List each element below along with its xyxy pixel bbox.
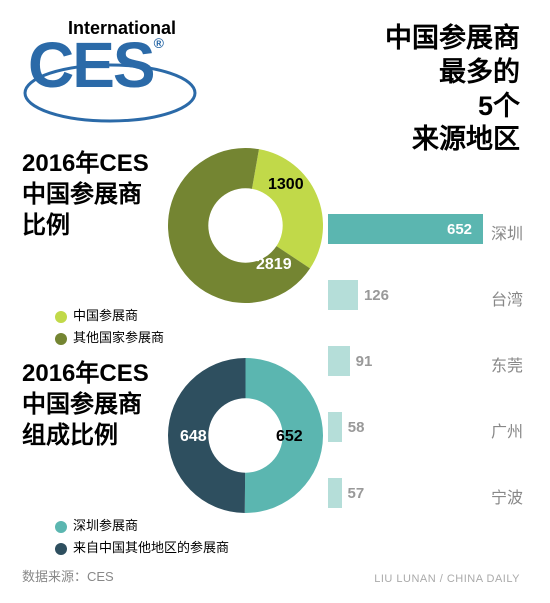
bar-value: 126 <box>364 287 389 304</box>
legend-dot-icon <box>55 333 67 345</box>
bar-row: 91 东莞 <box>328 332 523 390</box>
section2-title: 2016年CES 中国参展商 组成比例 <box>22 358 149 452</box>
legend-dot-icon <box>55 311 67 323</box>
donut1-value-0: 1300 <box>268 176 304 194</box>
legend-dot-icon <box>55 521 67 533</box>
ces-logo: International CES® <box>28 18 248 95</box>
legend-1: 中国参展商 其他国家参展商 <box>55 305 164 349</box>
credit: LIU LUNAN / CHINA DAILY <box>374 573 520 585</box>
legend-dot-icon <box>55 543 67 555</box>
donut-chart-1: 1300 2819 <box>168 148 323 303</box>
logo-main: CES® <box>28 37 248 95</box>
section1-title: 2016年CES 中国参展商 比例 <box>22 148 149 242</box>
bar-row: 652 深圳 <box>328 200 523 258</box>
donut1-svg <box>168 148 323 303</box>
bar-label: 深圳 <box>491 220 523 244</box>
donut1-value-1: 2819 <box>256 256 292 274</box>
bar-rect <box>328 478 342 508</box>
bar-row: 57 宁波 <box>328 464 523 522</box>
bar-label: 东莞 <box>491 352 523 376</box>
bar-value: 57 <box>348 485 365 502</box>
bar-rect <box>328 280 358 310</box>
bar-label: 台湾 <box>491 286 523 310</box>
bar-label: 宁波 <box>491 484 523 508</box>
right-title: 中国参展商 最多的 5个 来源地区 <box>385 22 520 157</box>
donut2-value-1: 648 <box>180 428 207 446</box>
bar-value: 652 <box>447 221 472 238</box>
bar-rect <box>328 346 350 376</box>
bar-rect <box>328 412 342 442</box>
legend-2: 深圳参展商 来自中国其他地区的参展商 <box>55 515 229 559</box>
donut-chart-2: 652 648 <box>168 358 323 513</box>
data-source: 数据来源：CES <box>22 566 114 585</box>
bar-label: 广州 <box>491 418 523 442</box>
bar-row: 126 台湾 <box>328 266 523 324</box>
bar-value: 58 <box>348 419 365 436</box>
bar-row: 58 广州 <box>328 398 523 456</box>
top5-bar-chart: 652 深圳 126 台湾 91 东莞 58 广州 57 宁波 <box>328 200 523 530</box>
bar-value: 91 <box>356 353 373 370</box>
donut2-value-0: 652 <box>276 428 303 446</box>
